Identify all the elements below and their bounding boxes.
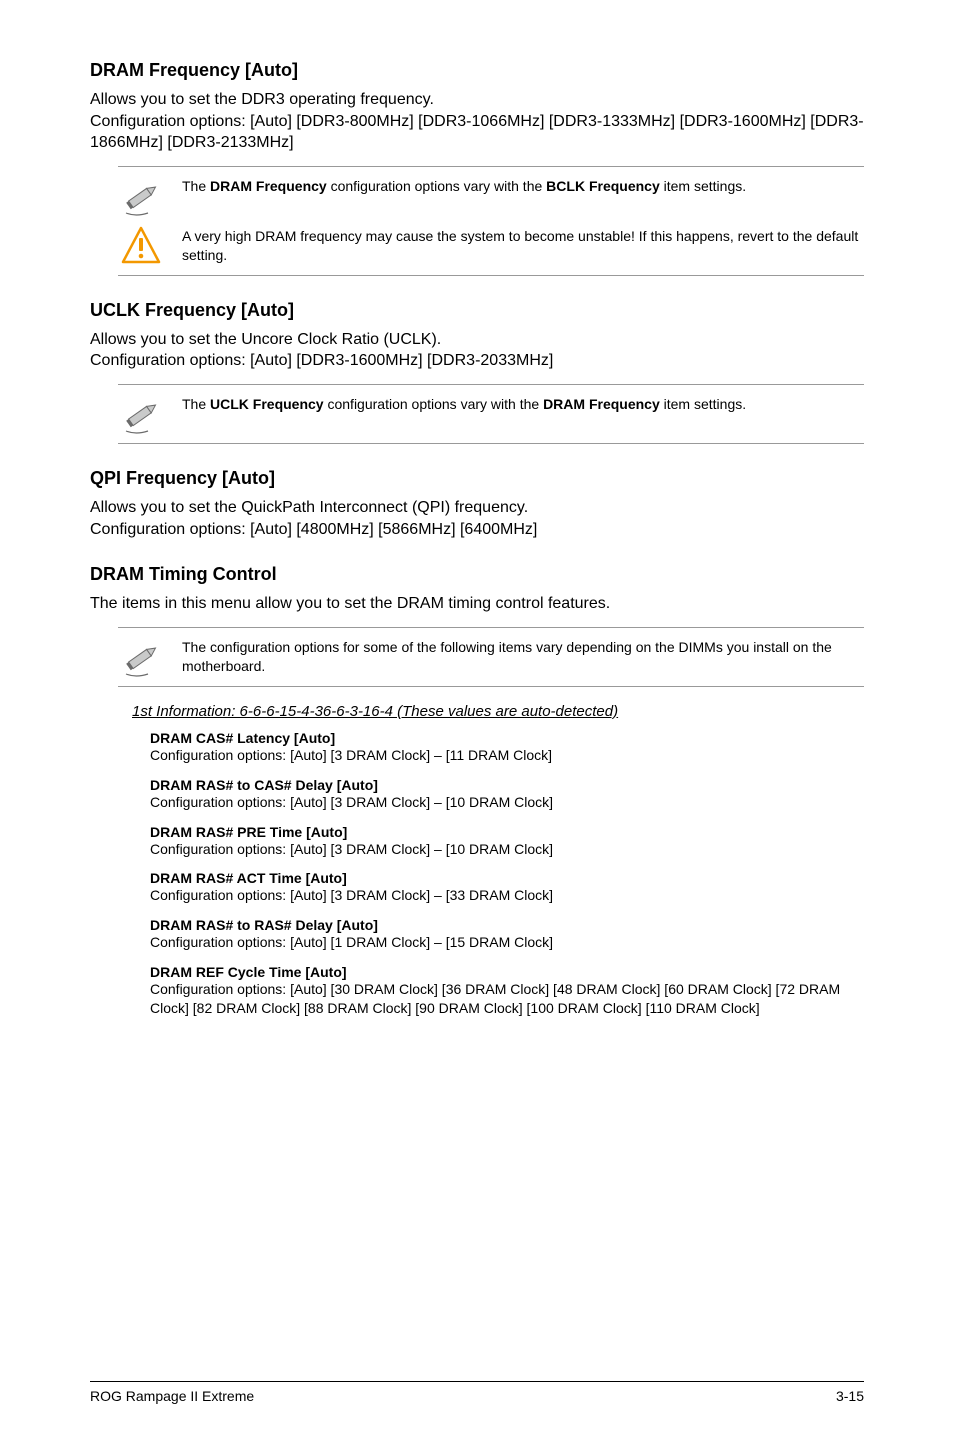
note-uclk-info: The UCLK Frequency configuration options…: [118, 384, 864, 444]
config-item: DRAM RAS# to RAS# Delay [Auto] Configura…: [150, 917, 864, 952]
config-opts: Configuration options: [Auto] [30 DRAM C…: [150, 980, 864, 1018]
note-dram-timing-info: The configuration options for some of th…: [118, 627, 864, 687]
page-footer: ROG Rampage II Extreme 3-15: [90, 1381, 864, 1404]
config-item: DRAM RAS# PRE Time [Auto] Configuration …: [150, 824, 864, 859]
note-text: A very high DRAM frequency may cause the…: [182, 223, 864, 269]
config-item: DRAM REF Cycle Time [Auto] Configuration…: [150, 964, 864, 1018]
heading-dram-frequency: DRAM Frequency [Auto]: [90, 60, 864, 81]
body-dram-timing: The items in this menu allow you to set …: [90, 593, 864, 615]
config-items: DRAM CAS# Latency [Auto] Configuration o…: [90, 730, 864, 1018]
heading-uclk-frequency: UCLK Frequency [Auto]: [90, 300, 864, 321]
pencil-icon: [118, 173, 164, 219]
config-opts: Configuration options: [Auto] [3 DRAM Cl…: [150, 746, 864, 765]
config-opts: Configuration options: [Auto] [3 DRAM Cl…: [150, 840, 864, 859]
note-text: The DRAM Frequency configuration options…: [182, 173, 864, 200]
note-text: The configuration options for some of th…: [182, 634, 864, 680]
note-dram-freq-info: The DRAM Frequency configuration options…: [118, 166, 864, 221]
pencil-icon: [118, 634, 164, 680]
config-opts: Configuration options: [Auto] [1 DRAM Cl…: [150, 933, 864, 952]
section-dram-frequency: DRAM Frequency [Auto] Allows you to set …: [90, 60, 864, 276]
body-qpi-frequency: Allows you to set the QuickPath Intercon…: [90, 497, 864, 540]
config-label: DRAM RAS# ACT Time [Auto]: [150, 870, 864, 886]
content-area: DRAM Frequency [Auto] Allows you to set …: [90, 60, 864, 1018]
footer-left: ROG Rampage II Extreme: [90, 1388, 254, 1404]
config-label: DRAM RAS# PRE Time [Auto]: [150, 824, 864, 840]
body-uclk-frequency: Allows you to set the Uncore Clock Ratio…: [90, 329, 864, 372]
section-qpi-frequency: QPI Frequency [Auto] Allows you to set t…: [90, 468, 864, 540]
body-dram-frequency: Allows you to set the DDR3 operating fre…: [90, 89, 864, 154]
sub-heading-1st-info: 1st Information: 6-6-6-15-4-36-6-3-16-4 …: [132, 703, 864, 720]
config-label: DRAM REF Cycle Time [Auto]: [150, 964, 864, 980]
note-dram-freq-warn: A very high DRAM frequency may cause the…: [118, 221, 864, 276]
heading-dram-timing: DRAM Timing Control: [90, 564, 864, 585]
heading-qpi-frequency: QPI Frequency [Auto]: [90, 468, 864, 489]
config-label: DRAM RAS# to CAS# Delay [Auto]: [150, 777, 864, 793]
config-item: DRAM CAS# Latency [Auto] Configuration o…: [150, 730, 864, 765]
warning-icon: [118, 223, 164, 269]
config-item: DRAM RAS# to CAS# Delay [Auto] Configura…: [150, 777, 864, 812]
pencil-icon: [118, 391, 164, 437]
section-uclk-frequency: UCLK Frequency [Auto] Allows you to set …: [90, 300, 864, 444]
section-dram-timing-control: DRAM Timing Control The items in this me…: [90, 564, 864, 687]
footer-right: 3-15: [836, 1388, 864, 1404]
config-label: DRAM CAS# Latency [Auto]: [150, 730, 864, 746]
config-label: DRAM RAS# to RAS# Delay [Auto]: [150, 917, 864, 933]
config-item: DRAM RAS# ACT Time [Auto] Configuration …: [150, 870, 864, 905]
config-opts: Configuration options: [Auto] [3 DRAM Cl…: [150, 886, 864, 905]
config-opts: Configuration options: [Auto] [3 DRAM Cl…: [150, 793, 864, 812]
note-text: The UCLK Frequency configuration options…: [182, 391, 864, 418]
